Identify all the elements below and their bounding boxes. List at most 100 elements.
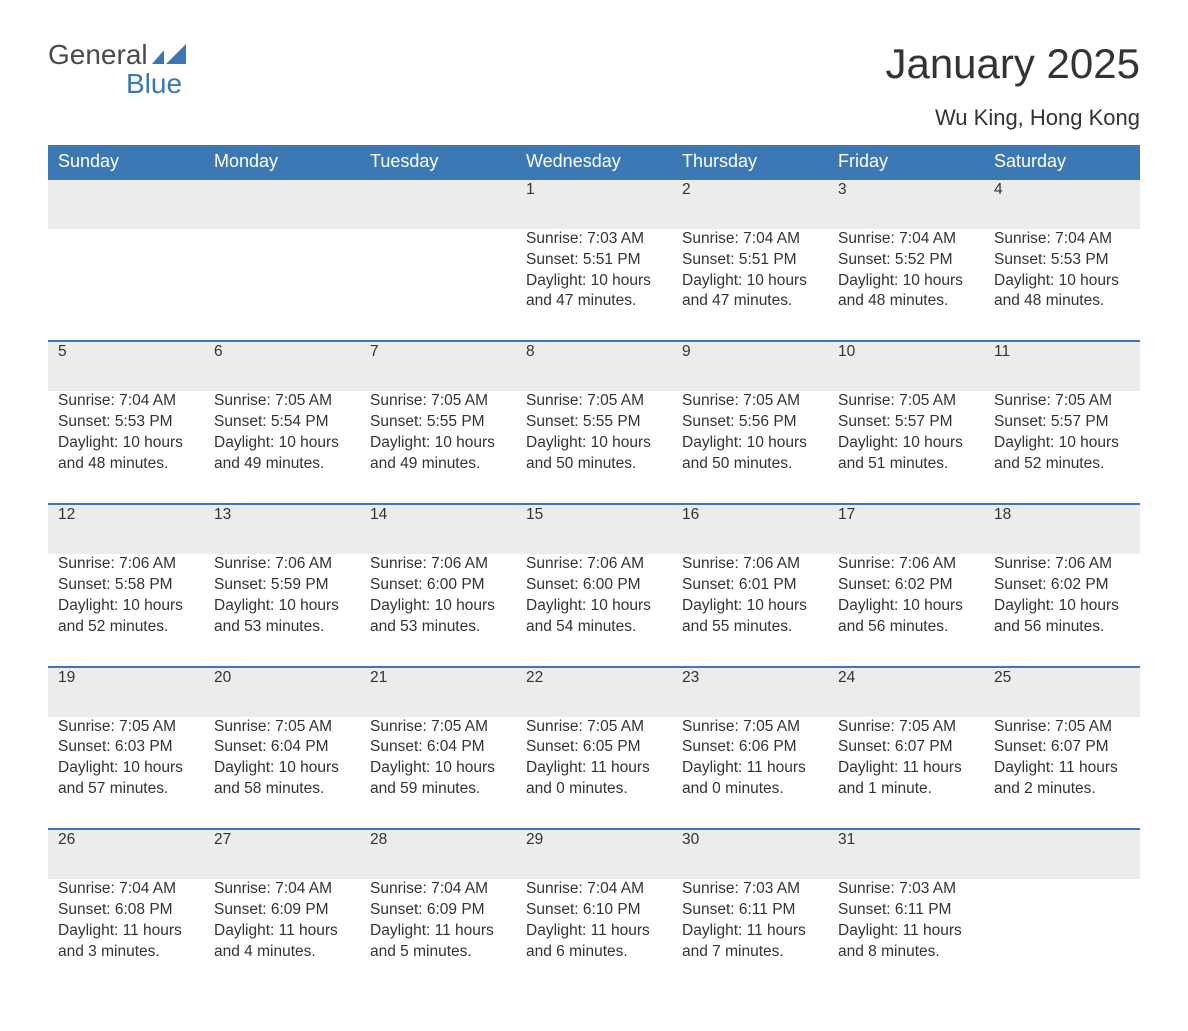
daylight-text: and 50 minutes.: [682, 454, 818, 475]
daylight-text: and 53 minutes.: [214, 617, 350, 638]
daylight-text: and 47 minutes.: [682, 291, 818, 312]
daylight-text: and 0 minutes.: [682, 779, 818, 800]
sunset-text: Sunset: 5:59 PM: [214, 575, 350, 596]
sunset-text: Sunset: 6:01 PM: [682, 575, 818, 596]
logo-flag-icon: [152, 40, 186, 69]
sunrise-text: Sunrise: 7:04 AM: [526, 879, 662, 900]
daylight-text: Daylight: 10 hours: [682, 596, 818, 617]
day-cell: Sunrise: 7:05 AMSunset: 6:05 PMDaylight:…: [516, 717, 672, 830]
sunset-text: Sunset: 5:54 PM: [214, 412, 350, 433]
day-number-cell: 12: [48, 504, 204, 554]
sunrise-text: Sunrise: 7:04 AM: [58, 391, 194, 412]
sunrise-text: Sunrise: 7:05 AM: [994, 391, 1130, 412]
header: General Blue January 2025: [48, 40, 1140, 99]
sunset-text: Sunset: 5:55 PM: [526, 412, 662, 433]
sunset-text: Sunset: 6:00 PM: [370, 575, 506, 596]
day-cell: Sunrise: 7:06 AMSunset: 5:58 PMDaylight:…: [48, 554, 204, 667]
daylight-text: Daylight: 10 hours: [682, 271, 818, 292]
day-number-cell: 25: [984, 667, 1140, 717]
day-number-row: 262728293031: [48, 829, 1140, 879]
day-number-row: 19202122232425: [48, 667, 1140, 717]
day-cell: Sunrise: 7:05 AMSunset: 5:54 PMDaylight:…: [204, 391, 360, 504]
sunrise-text: Sunrise: 7:05 AM: [214, 717, 350, 738]
daylight-text: Daylight: 10 hours: [682, 433, 818, 454]
daylight-text: and 52 minutes.: [994, 454, 1130, 475]
daylight-text: Daylight: 11 hours: [214, 921, 350, 942]
day-number-cell: 23: [672, 667, 828, 717]
sunset-text: Sunset: 5:53 PM: [994, 250, 1130, 271]
day-cell: Sunrise: 7:05 AMSunset: 5:56 PMDaylight:…: [672, 391, 828, 504]
day-cell: Sunrise: 7:05 AMSunset: 5:57 PMDaylight:…: [984, 391, 1140, 504]
brand-line2: Blue: [48, 69, 186, 98]
weekday-header: Sunday: [48, 145, 204, 179]
daylight-text: and 53 minutes.: [370, 617, 506, 638]
sunset-text: Sunset: 6:07 PM: [838, 737, 974, 758]
daylight-text: and 59 minutes.: [370, 779, 506, 800]
day-number-row: 12131415161718: [48, 504, 1140, 554]
sunset-text: Sunset: 5:57 PM: [994, 412, 1130, 433]
day-number-cell: 9: [672, 341, 828, 391]
day-cell: Sunrise: 7:04 AMSunset: 6:09 PMDaylight:…: [360, 879, 516, 991]
day-number-cell: 16: [672, 504, 828, 554]
daylight-text: and 51 minutes.: [838, 454, 974, 475]
sunset-text: Sunset: 6:04 PM: [370, 737, 506, 758]
day-number-cell: 31: [828, 829, 984, 879]
sunrise-text: Sunrise: 7:05 AM: [838, 717, 974, 738]
daylight-text: Daylight: 11 hours: [682, 758, 818, 779]
sunset-text: Sunset: 5:57 PM: [838, 412, 974, 433]
day-number-row: 567891011: [48, 341, 1140, 391]
sunrise-text: Sunrise: 7:05 AM: [682, 391, 818, 412]
day-number-cell: 8: [516, 341, 672, 391]
daylight-text: and 2 minutes.: [994, 779, 1130, 800]
day-number-cell: 29: [516, 829, 672, 879]
day-number-cell: 7: [360, 341, 516, 391]
day-cell: Sunrise: 7:04 AMSunset: 6:10 PMDaylight:…: [516, 879, 672, 991]
day-cell: Sunrise: 7:05 AMSunset: 5:55 PMDaylight:…: [360, 391, 516, 504]
sunset-text: Sunset: 6:02 PM: [838, 575, 974, 596]
sunset-text: Sunset: 5:52 PM: [838, 250, 974, 271]
daylight-text: Daylight: 10 hours: [58, 433, 194, 454]
weekday-header: Tuesday: [360, 145, 516, 179]
day-number-cell: [48, 179, 204, 229]
day-cell: Sunrise: 7:05 AMSunset: 6:04 PMDaylight:…: [360, 717, 516, 830]
sunrise-text: Sunrise: 7:06 AM: [214, 554, 350, 575]
day-cell: [984, 879, 1140, 991]
daylight-text: Daylight: 10 hours: [526, 596, 662, 617]
day-cell: Sunrise: 7:05 AMSunset: 5:55 PMDaylight:…: [516, 391, 672, 504]
daylight-text: Daylight: 11 hours: [838, 758, 974, 779]
day-number-cell: 2: [672, 179, 828, 229]
day-content-row: Sunrise: 7:05 AMSunset: 6:03 PMDaylight:…: [48, 717, 1140, 830]
sunrise-text: Sunrise: 7:05 AM: [526, 391, 662, 412]
daylight-text: and 49 minutes.: [370, 454, 506, 475]
sunrise-text: Sunrise: 7:05 AM: [838, 391, 974, 412]
daylight-text: and 56 minutes.: [994, 617, 1130, 638]
daylight-text: Daylight: 10 hours: [370, 596, 506, 617]
daylight-text: Daylight: 11 hours: [994, 758, 1130, 779]
sunset-text: Sunset: 6:06 PM: [682, 737, 818, 758]
sunrise-text: Sunrise: 7:04 AM: [370, 879, 506, 900]
day-number-cell: 5: [48, 341, 204, 391]
day-cell: Sunrise: 7:05 AMSunset: 6:07 PMDaylight:…: [828, 717, 984, 830]
day-cell: [360, 229, 516, 342]
day-number-cell: 24: [828, 667, 984, 717]
day-number-cell: 22: [516, 667, 672, 717]
daylight-text: and 3 minutes.: [58, 942, 194, 963]
day-number-cell: [360, 179, 516, 229]
location-subtitle: Wu King, Hong Kong: [48, 105, 1140, 131]
calendar-table: Sunday Monday Tuesday Wednesday Thursday…: [48, 145, 1140, 991]
weekday-header: Thursday: [672, 145, 828, 179]
daylight-text: and 47 minutes.: [526, 291, 662, 312]
daylight-text: Daylight: 10 hours: [58, 758, 194, 779]
day-cell: [204, 229, 360, 342]
day-content-row: Sunrise: 7:04 AMSunset: 5:53 PMDaylight:…: [48, 391, 1140, 504]
daylight-text: and 49 minutes.: [214, 454, 350, 475]
day-cell: Sunrise: 7:05 AMSunset: 5:57 PMDaylight:…: [828, 391, 984, 504]
sunset-text: Sunset: 6:07 PM: [994, 737, 1130, 758]
sunset-text: Sunset: 6:03 PM: [58, 737, 194, 758]
sunset-text: Sunset: 6:00 PM: [526, 575, 662, 596]
sunset-text: Sunset: 6:05 PM: [526, 737, 662, 758]
day-content-row: Sunrise: 7:03 AMSunset: 5:51 PMDaylight:…: [48, 229, 1140, 342]
sunset-text: Sunset: 5:58 PM: [58, 575, 194, 596]
day-number-cell: 11: [984, 341, 1140, 391]
sunrise-text: Sunrise: 7:06 AM: [682, 554, 818, 575]
